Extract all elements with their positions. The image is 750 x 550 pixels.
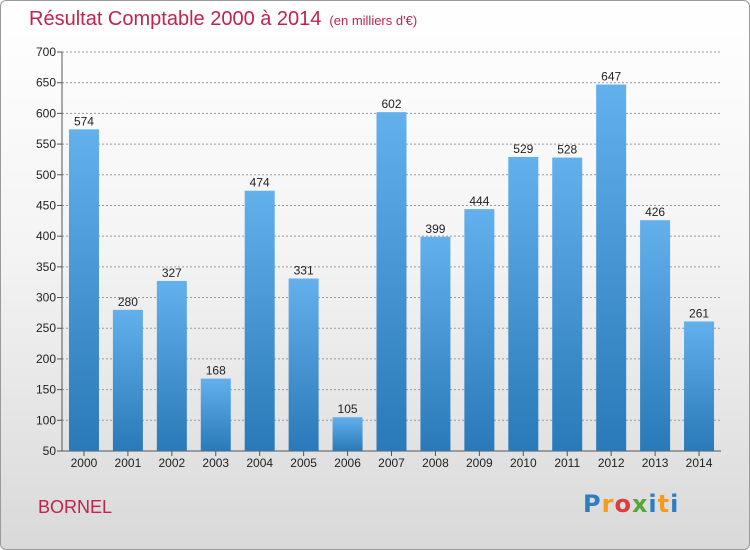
x-tick-label-2010: 2010 [510, 456, 537, 470]
value-label-2002: 327 [162, 266, 182, 280]
logo-letter: x [631, 490, 649, 518]
logo-letter: o [614, 490, 632, 518]
bar-2007 [376, 112, 407, 451]
bar-2005 [288, 278, 319, 451]
bar-2010 [508, 156, 539, 451]
value-label-2012: 647 [601, 70, 621, 84]
x-tick-label-2000: 2000 [71, 456, 98, 470]
proxiti-logo: Proxiti [583, 490, 679, 518]
logo-letter: r [601, 490, 615, 518]
value-label-2011: 528 [557, 143, 577, 157]
value-label-2004: 474 [250, 176, 270, 190]
bar-2003 [200, 378, 231, 451]
bar-2001 [112, 309, 143, 451]
logo-letter: t [657, 490, 671, 518]
value-label-2009: 444 [469, 194, 489, 208]
value-label-2003: 168 [206, 364, 226, 378]
value-label-2010: 529 [513, 142, 533, 156]
y-tick-label: 350 [36, 260, 56, 274]
logo-letter: i [648, 490, 658, 518]
title-text: Résultat Comptable 2000 à 2014 [29, 8, 322, 30]
y-tick-label: 700 [36, 45, 56, 59]
x-tick-label-2001: 2001 [115, 456, 142, 470]
bar-2004 [244, 190, 275, 451]
value-label-2000: 574 [74, 114, 94, 128]
x-tick-label-2014: 2014 [686, 456, 713, 470]
bar-2000 [68, 129, 99, 452]
bar-2009 [464, 209, 495, 451]
logo-letter: i [670, 490, 680, 518]
y-tick-label: 100 [36, 413, 56, 427]
x-tick-label-2009: 2009 [466, 456, 493, 470]
value-label-2007: 602 [381, 97, 401, 111]
x-tick-label-2012: 2012 [598, 456, 625, 470]
x-tick-label-2003: 2003 [202, 456, 229, 470]
y-tick-label: 500 [36, 168, 56, 182]
value-label-2001: 280 [118, 295, 138, 309]
bar-2008 [420, 236, 451, 451]
chart-subtitle: (en milliers d'€) [329, 13, 418, 28]
logo-letter: P [583, 490, 602, 518]
place-name: BORNEL [38, 497, 113, 517]
y-tick-label: 650 [36, 76, 56, 90]
bar-2014 [684, 321, 715, 451]
x-tick-label-2002: 2002 [158, 456, 185, 470]
y-tick-label: 550 [36, 137, 56, 151]
y-tick-label: 450 [36, 198, 56, 212]
y-tick-label: 50 [43, 444, 57, 458]
value-label-2008: 399 [425, 222, 445, 236]
x-tick-label-2008: 2008 [422, 456, 449, 470]
bar-2013 [640, 220, 671, 451]
x-tick-label-2013: 2013 [642, 456, 669, 470]
value-label-2014: 261 [689, 306, 709, 320]
y-tick-label: 150 [36, 383, 56, 397]
y-tick-label: 300 [36, 291, 56, 305]
value-label-2005: 331 [294, 264, 314, 278]
value-label-2013: 426 [645, 205, 665, 219]
x-tick-label-2005: 2005 [290, 456, 317, 470]
y-tick-label: 600 [36, 106, 56, 120]
bar-2012 [596, 84, 627, 451]
x-tick-label-2004: 2004 [246, 456, 273, 470]
y-tick-label: 200 [36, 352, 56, 366]
y-tick-label: 250 [36, 321, 56, 335]
x-tick-label-2007: 2007 [378, 456, 405, 470]
x-tick-label-2006: 2006 [334, 456, 361, 470]
value-label-2006: 105 [338, 402, 358, 416]
chart-title: Résultat Comptable 2000 à 2014 (en millie… [29, 8, 417, 31]
bar-2006 [332, 417, 363, 451]
y-tick-label: 400 [36, 229, 56, 243]
bar-2011 [552, 157, 583, 451]
bar-2002 [156, 280, 187, 451]
x-tick-label-2011: 2011 [554, 456, 580, 470]
